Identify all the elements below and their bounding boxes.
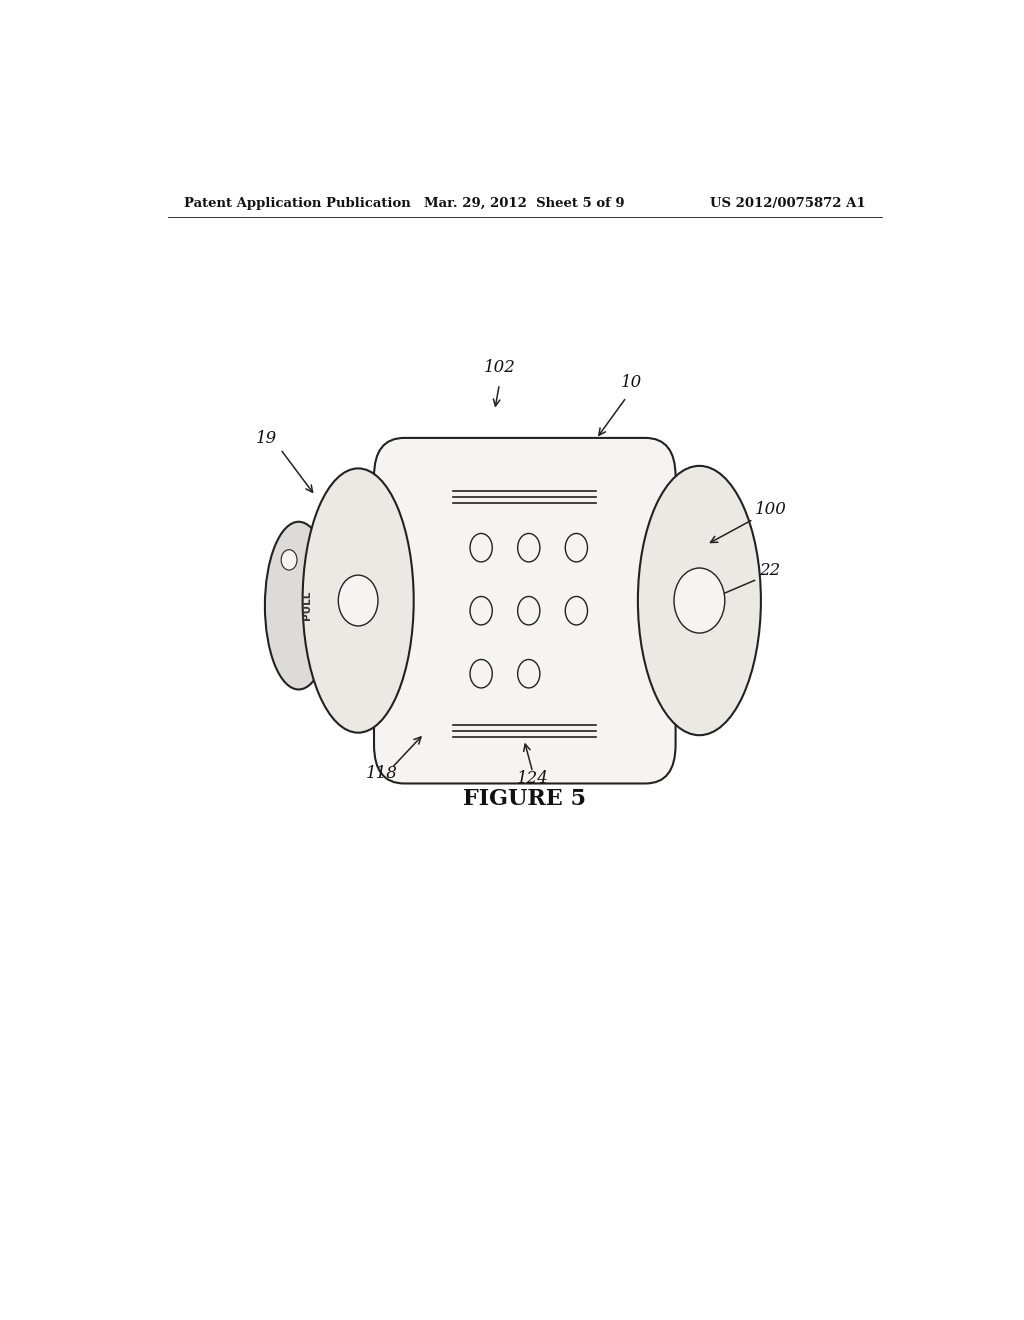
Circle shape [470, 597, 493, 624]
Circle shape [282, 549, 297, 570]
Text: Patent Application Publication: Patent Application Publication [183, 197, 411, 210]
Text: 118: 118 [366, 766, 398, 783]
Circle shape [565, 533, 588, 562]
Circle shape [518, 660, 540, 688]
Text: 100: 100 [755, 502, 786, 519]
Text: FIGURE 5: FIGURE 5 [463, 788, 587, 809]
Text: PULL: PULL [301, 591, 311, 620]
Ellipse shape [638, 466, 761, 735]
Text: 102: 102 [483, 359, 515, 376]
Circle shape [470, 660, 493, 688]
Text: Mar. 29, 2012  Sheet 5 of 9: Mar. 29, 2012 Sheet 5 of 9 [425, 197, 625, 210]
Text: 10: 10 [622, 374, 643, 391]
Circle shape [565, 597, 588, 624]
Text: 19: 19 [256, 430, 278, 447]
Circle shape [674, 568, 725, 634]
Circle shape [518, 533, 540, 562]
FancyBboxPatch shape [374, 438, 676, 784]
Circle shape [338, 576, 378, 626]
Text: 124: 124 [517, 771, 549, 788]
Circle shape [470, 533, 493, 562]
Text: 22: 22 [759, 562, 780, 579]
Ellipse shape [265, 521, 333, 689]
Ellipse shape [303, 469, 414, 733]
Text: US 2012/0075872 A1: US 2012/0075872 A1 [711, 197, 866, 210]
Circle shape [518, 597, 540, 624]
